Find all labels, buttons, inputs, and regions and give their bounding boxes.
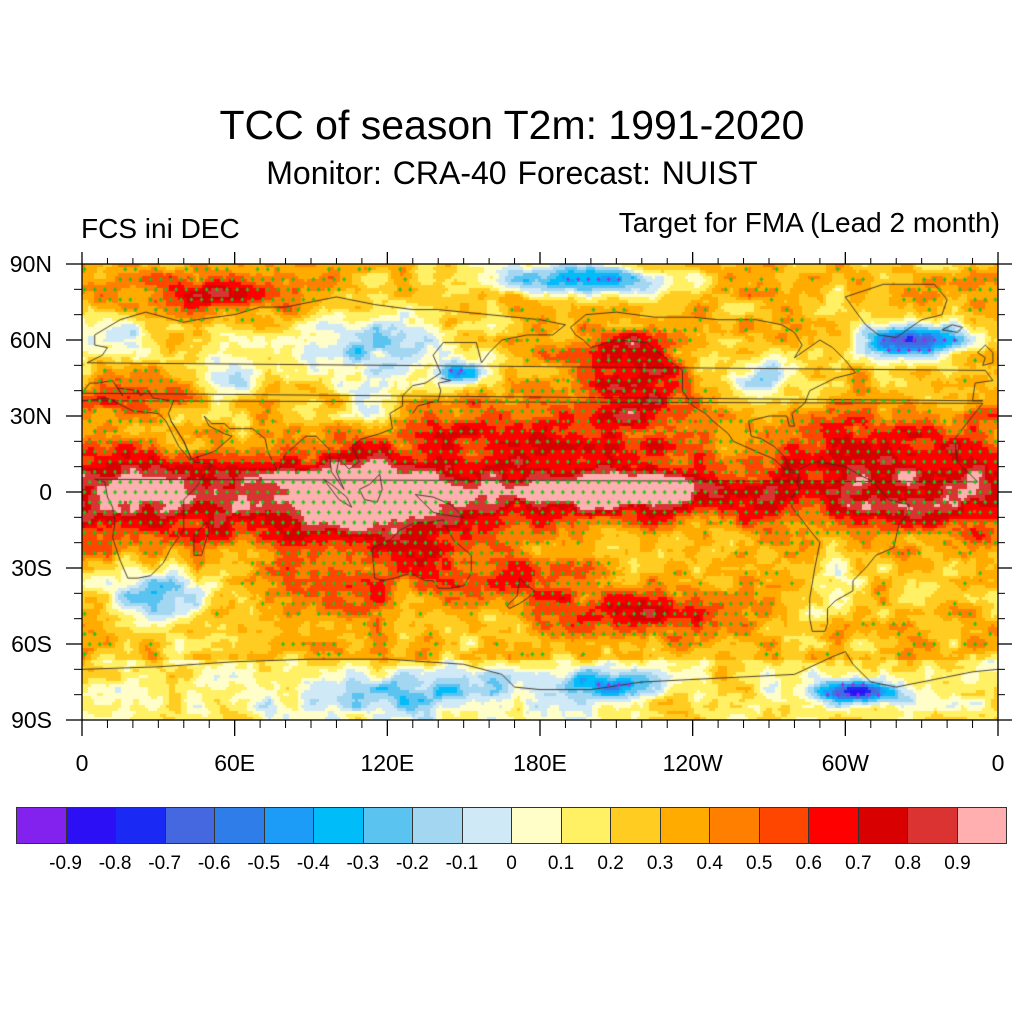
colorbar-swatch xyxy=(561,808,611,843)
map-panel xyxy=(82,264,998,720)
colorbar-tick-label: -0.8 xyxy=(98,853,132,874)
colorbar-swatch xyxy=(17,808,67,843)
colorbar-tick-label: 0.8 xyxy=(894,853,922,874)
x-tick-label: 120W xyxy=(662,750,723,776)
colorbar xyxy=(16,807,1007,844)
colorbar-swatch xyxy=(413,808,463,843)
correlation-field xyxy=(82,264,998,720)
colorbar-tick-label: -0.5 xyxy=(247,853,281,874)
colorbar-swatch xyxy=(462,808,512,843)
y-tick-label: 90N xyxy=(9,251,52,277)
colorbar-swatch xyxy=(116,808,166,843)
colorbar-tick-label: -0.4 xyxy=(296,853,330,874)
left-string: FCS ini DEC xyxy=(81,213,240,244)
y-tick-label: 90S xyxy=(11,707,52,733)
y-tick-label: 60S xyxy=(11,631,52,657)
colorbar-swatch xyxy=(314,808,364,843)
colorbar-swatch xyxy=(512,808,562,843)
colorbar-tick-label: -0.6 xyxy=(197,853,231,874)
colorbar-tick-label: 0 xyxy=(506,853,517,874)
colorbar-swatch xyxy=(957,808,1006,843)
colorbar-swatch xyxy=(363,808,413,843)
x-tick-label: 60W xyxy=(821,750,869,776)
colorbar-tick-label: -0.1 xyxy=(445,853,479,874)
y-tick-label: 30S xyxy=(11,555,52,581)
y-tick-label: 60N xyxy=(9,327,52,353)
x-tick-label: 180E xyxy=(513,750,567,776)
colorbar-tick-label: 0.3 xyxy=(646,853,674,874)
colorbar-tick-label: 0.4 xyxy=(696,853,723,874)
x-tick-label: 0 xyxy=(75,750,89,776)
chart-title: TCC of season T2m: 1991-2020 xyxy=(219,102,805,148)
x-tick-label: 60E xyxy=(214,750,256,776)
colorbar-tick-label: -0.9 xyxy=(49,853,82,874)
right-string: Target for FMA (Lead 2 month) xyxy=(618,207,1000,238)
colorbar-tick-label: 0.2 xyxy=(597,853,624,874)
colorbar-tick-label: 0.6 xyxy=(795,853,822,874)
x-tick-label: 120E xyxy=(360,750,415,776)
colorbar-swatch xyxy=(908,808,958,843)
chart-subtitle: Monitor: CRA-40 Forecast: NUIST xyxy=(266,155,758,191)
colorbar-tick-label: -0.2 xyxy=(396,853,429,874)
colorbar-swatch xyxy=(264,808,314,843)
colorbar-tick-label: -0.3 xyxy=(346,853,380,874)
y-tick-label: 0 xyxy=(39,479,52,505)
colorbar-swatch xyxy=(660,808,710,843)
colorbar-swatch xyxy=(215,808,265,843)
colorbar-swatch xyxy=(165,808,215,843)
colorbar-swatch xyxy=(809,808,859,843)
colorbar-tick-label: 0.7 xyxy=(845,853,872,874)
colorbar-tick-label: 0.9 xyxy=(944,853,971,874)
colorbar-swatch xyxy=(710,808,760,843)
colorbar-swatch xyxy=(66,808,116,843)
x-tick-label: 0 xyxy=(991,750,1005,776)
colorbar-swatch xyxy=(611,808,661,843)
colorbar-tick-label: -0.7 xyxy=(148,853,182,874)
colorbar-swatch xyxy=(858,808,908,843)
colorbar-tick-label: 0.5 xyxy=(746,853,773,874)
y-tick-label: 30N xyxy=(9,403,52,429)
colorbar-swatch xyxy=(759,808,809,843)
colorbar-tick-label: 0.1 xyxy=(547,853,575,874)
